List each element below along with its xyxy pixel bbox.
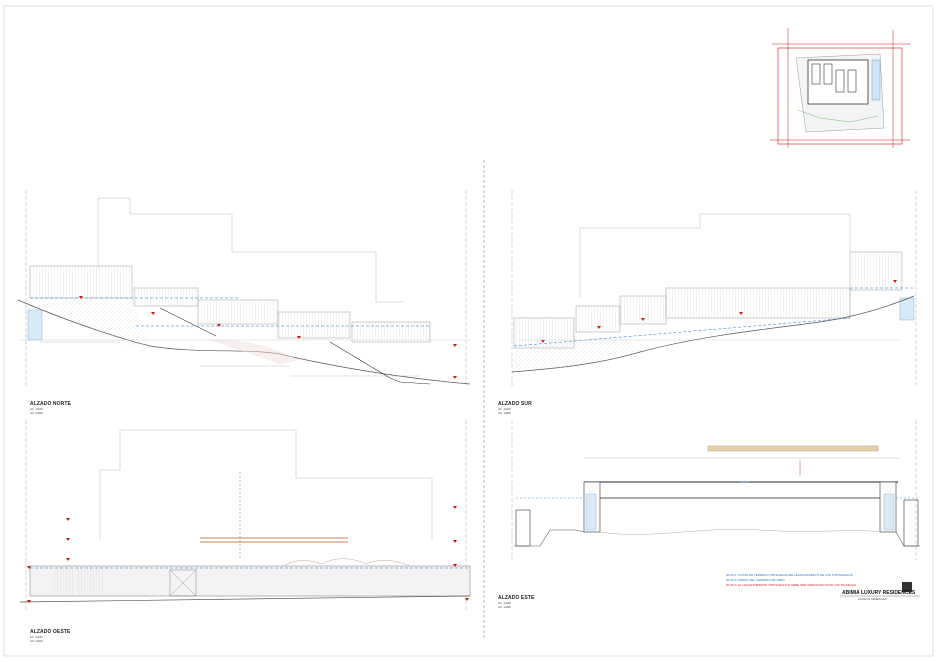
alzado-norte-title: ALZADO NORTE — [30, 401, 71, 407]
alzado-este-scale: A1: 1/100 — [498, 601, 511, 605]
alzado-norte-scale-a3: A3: 1/200 — [30, 411, 43, 415]
alzado-norte-scale: A1: 1/100 — [30, 407, 43, 411]
alzado-este-title: ALZADO ESTE — [498, 595, 535, 601]
alzado-sur-scale: A1: 1/100 — [498, 407, 511, 411]
project-name: ABIMIA LUXURY RESIDENCES — [842, 590, 916, 596]
alzado-oeste-title: ALZADO OESTE — [30, 629, 71, 635]
alzado-oeste-drawing — [19, 420, 471, 612]
alzado-sur-drawing — [511, 190, 917, 388]
alzado-sur-scale-a3: A3: 1/200 — [498, 411, 511, 415]
alzado-sur-title: ALZADO SUR — [498, 401, 532, 407]
alzado-este-drawing — [511, 420, 920, 560]
alzado-oeste-scale: A1: 1/100 — [30, 635, 43, 639]
note-2: NOTA 2: PERFIL DEL TERRENO DE OBRA — [726, 578, 785, 582]
project-subtitle: ALZADOS GENERALES — [858, 598, 887, 601]
title-block-logo — [902, 582, 912, 592]
key-plan — [770, 28, 910, 148]
note-1: NOTA 1: COTAS DE TERRENO OBTENIDAS DEL L… — [726, 573, 853, 577]
sheet-frame — [3, 5, 934, 657]
note-3: NOTA 3: EL LEVANTAMIENTO TOPOGRAFICO DEB… — [726, 583, 856, 587]
alzado-este-scale-a3: A3: 1/200 — [498, 605, 511, 609]
alzado-oeste-scale-a3: A3: 1/200 — [30, 639, 43, 643]
alzado-norte-drawing — [17, 190, 471, 388]
